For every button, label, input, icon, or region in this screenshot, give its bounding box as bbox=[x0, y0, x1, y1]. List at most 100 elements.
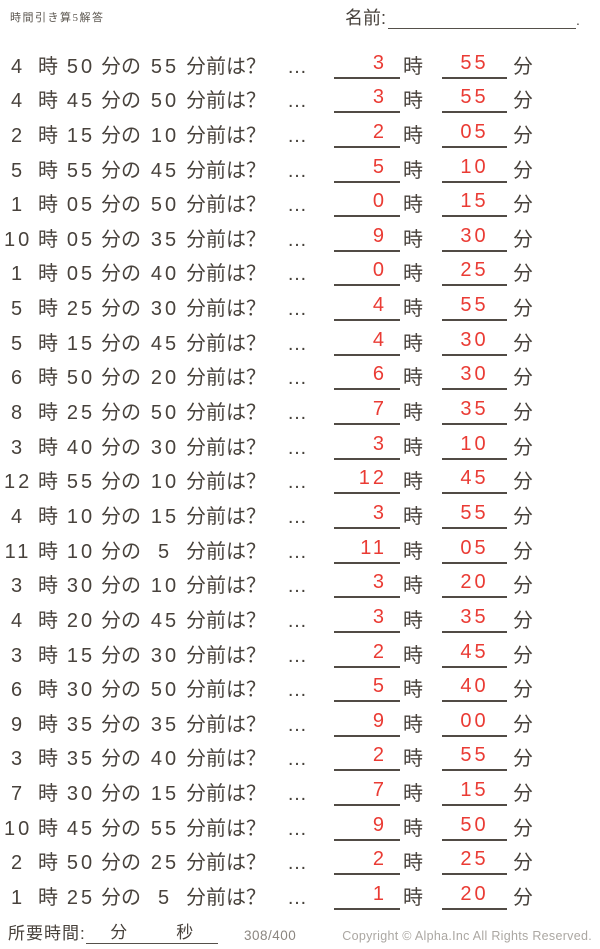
problem-row: 1 時 05 分の 50 分前は？ … 0 時 15 分 bbox=[0, 183, 600, 218]
question-minute: 50 bbox=[66, 55, 96, 78]
answer-minute-value: 45 bbox=[460, 467, 489, 490]
minute-kanji: 分 bbox=[513, 609, 533, 632]
answer-hour-field: 4 bbox=[334, 293, 400, 322]
answer-hour-value: 11 bbox=[360, 536, 387, 559]
question-minutes-before: 50 bbox=[150, 90, 180, 113]
answer-hour-field: 3 bbox=[334, 432, 400, 460]
hour-kanji: 時 bbox=[403, 194, 423, 217]
minute-no-kanji: 分の bbox=[101, 436, 141, 459]
minutes-before-question-label: 分前は？ bbox=[186, 367, 266, 390]
ellipsis: … bbox=[287, 609, 307, 632]
name-field-block: 名前: . bbox=[345, 7, 580, 29]
minute-no-kanji: 分の bbox=[101, 540, 141, 563]
answer-minute-value: 25 bbox=[460, 259, 489, 282]
minute-no-kanji: 分の bbox=[101, 194, 141, 217]
minute-no-kanji: 分の bbox=[101, 402, 141, 425]
question-hour: 1 bbox=[10, 194, 26, 217]
answer-minute-field: 55 bbox=[442, 743, 507, 772]
problem-row: 4 時 50 分の 55 分前は？ … 3 時 55 分 bbox=[0, 44, 600, 79]
question-minute: 35 bbox=[66, 713, 96, 736]
ellipsis: … bbox=[287, 367, 307, 390]
question-minutes-before: 55 bbox=[150, 817, 180, 840]
question-minutes-before: 15 bbox=[150, 783, 180, 806]
minutes-before-question-label: 分前は？ bbox=[186, 194, 266, 217]
minute-no-kanji: 分の bbox=[101, 713, 141, 736]
answer-hour-field: 9 bbox=[334, 813, 400, 841]
question-minutes-before: 10 bbox=[150, 471, 180, 494]
question-minutes-before: 35 bbox=[150, 713, 180, 736]
problem-list: 4 時 50 分の 55 分前は？ … 3 時 55 分 4 時 45 分の 5… bbox=[0, 44, 600, 911]
answer-hour-field: 0 bbox=[334, 258, 400, 287]
question-minutes-before: 40 bbox=[150, 748, 180, 771]
question-minutes-before: 50 bbox=[150, 402, 180, 425]
minutes-before-question-label: 分前は？ bbox=[186, 402, 266, 425]
minutes-before-question-label: 分前は？ bbox=[186, 124, 266, 147]
question-hour: 3 bbox=[10, 748, 26, 771]
ellipsis: … bbox=[287, 159, 307, 182]
name-label: 名前: bbox=[345, 8, 387, 28]
minute-kanji: 分 bbox=[513, 471, 533, 494]
question-hour: 2 bbox=[10, 852, 26, 875]
problem-row: 4 時 45 分の 50 分前は？ … 3 時 55 分 bbox=[0, 79, 600, 114]
hour-kanji: 時 bbox=[38, 609, 58, 632]
question-hour: 4 bbox=[10, 90, 26, 113]
answer-hour-field: 0 bbox=[334, 189, 400, 218]
answer-hour-value: 2 bbox=[372, 120, 387, 143]
minute-kanji: 分 bbox=[513, 55, 533, 78]
answer-hour-field: 9 bbox=[334, 224, 400, 252]
hour-kanji: 時 bbox=[38, 298, 58, 321]
answer-minute-field: 20 bbox=[442, 570, 507, 599]
answer-hour-value: 3 bbox=[372, 86, 387, 109]
question-hour: 5 bbox=[10, 298, 26, 321]
question-hour: 4 bbox=[10, 55, 26, 78]
problem-row: 5 時 15 分の 45 分前は？ … 4 時 30 分 bbox=[0, 321, 600, 356]
answer-minute-value: 55 bbox=[460, 51, 489, 74]
minute-kanji: 分 bbox=[513, 783, 533, 806]
answer-minute-field: 55 bbox=[442, 501, 507, 529]
minutes-before-question-label: 分前は？ bbox=[186, 55, 266, 78]
question-hour: 10 bbox=[4, 817, 33, 840]
hour-kanji: 時 bbox=[403, 471, 423, 494]
answer-hour-value: 3 bbox=[372, 432, 387, 455]
answer-hour-value: 5 bbox=[372, 675, 387, 698]
question-minute: 10 bbox=[66, 505, 96, 528]
minutes-before-question-label: 分前は？ bbox=[186, 817, 266, 840]
hour-kanji: 時 bbox=[403, 263, 423, 286]
minute-kanji: 分 bbox=[513, 852, 533, 875]
answer-minute-value: 00 bbox=[460, 709, 489, 732]
answer-minute-field: 00 bbox=[442, 709, 507, 737]
ellipsis: … bbox=[287, 402, 307, 425]
answer-minute-value: 10 bbox=[460, 155, 489, 178]
answer-minute-field: 35 bbox=[442, 605, 507, 633]
question-hour: 7 bbox=[10, 783, 26, 806]
hour-kanji: 時 bbox=[38, 540, 58, 563]
problem-row: 10 時 45 分の 55 分前は？ … 9 時 50 分 bbox=[0, 806, 600, 841]
question-hour: 12 bbox=[4, 471, 33, 494]
question-minute: 35 bbox=[66, 748, 96, 771]
question-minute: 20 bbox=[66, 609, 96, 632]
question-minute: 55 bbox=[66, 159, 96, 182]
hour-kanji: 時 bbox=[38, 817, 58, 840]
answer-minute-value: 30 bbox=[460, 328, 489, 351]
minute-kanji: 分 bbox=[513, 540, 533, 563]
hour-kanji: 時 bbox=[38, 159, 58, 182]
minutes-before-question-label: 分前は？ bbox=[186, 644, 266, 667]
answer-minute-field: 30 bbox=[442, 362, 507, 391]
problem-row: 3 時 30 分の 10 分前は？ … 3 時 20 分 bbox=[0, 564, 600, 599]
answer-hour-field: 6 bbox=[334, 362, 400, 391]
question-minutes-before: 10 bbox=[150, 124, 180, 147]
hour-kanji: 時 bbox=[403, 228, 423, 251]
answer-minute-value: 30 bbox=[460, 224, 489, 247]
hour-kanji: 時 bbox=[403, 644, 423, 667]
minute-no-kanji: 分の bbox=[101, 228, 141, 251]
minute-no-kanji: 分の bbox=[101, 679, 141, 702]
minute-no-kanji: 分の bbox=[101, 159, 141, 182]
answer-hour-value: 0 bbox=[372, 259, 387, 282]
answer-minute-value: 15 bbox=[460, 779, 489, 802]
answer-minute-field: 25 bbox=[442, 258, 507, 287]
minutes-before-question-label: 分前は？ bbox=[186, 228, 266, 251]
minute-no-kanji: 分の bbox=[101, 644, 141, 667]
minute-kanji: 分 bbox=[513, 505, 533, 528]
problem-row: 6 時 50 分の 20 分前は？ … 6 時 30 分 bbox=[0, 356, 600, 391]
answer-minute-value: 45 bbox=[460, 640, 489, 663]
